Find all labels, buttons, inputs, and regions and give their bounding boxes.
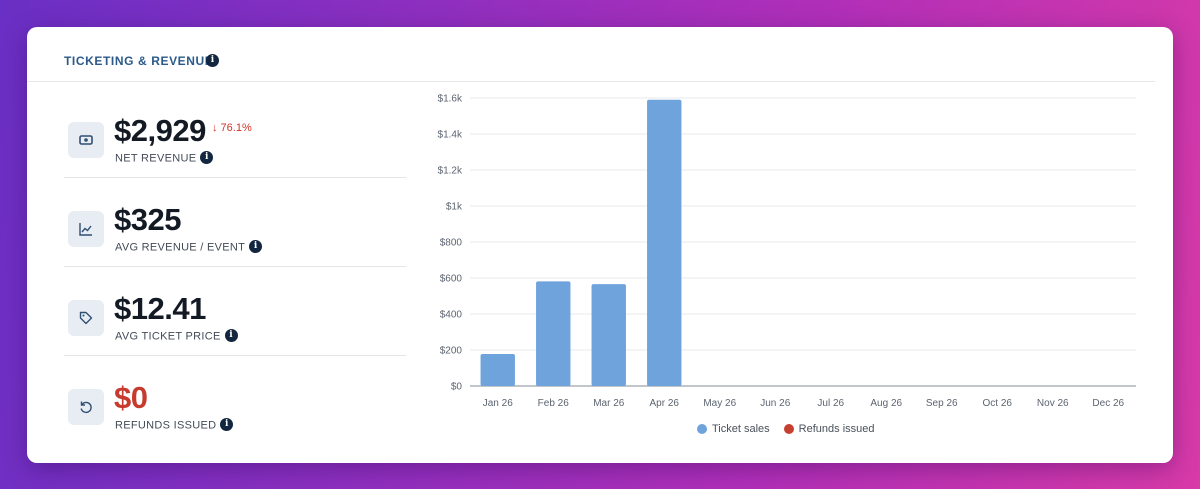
legend-item-ticket-sales[interactable]: Ticket sales [697, 423, 770, 435]
refund-icon [68, 389, 104, 425]
x-tick-label: Apr 26 [650, 398, 680, 409]
stat-label-text: NET REVENUE [115, 152, 197, 165]
stat-label-text: AVG REVENUE / EVENT [115, 241, 246, 254]
x-tick-label: Nov 26 [1037, 398, 1069, 409]
x-tick-label: Feb 26 [538, 398, 570, 409]
y-tick-label: $1k [446, 202, 463, 213]
stat-delta: ↓ 76.1% [212, 122, 252, 134]
x-tick-label: Jul 26 [817, 398, 844, 409]
x-tick-label: Jun 26 [760, 398, 790, 409]
y-tick-label: $600 [440, 274, 463, 285]
stat-value: $12.41 [114, 291, 206, 326]
x-tick-label: Aug 26 [870, 398, 902, 409]
info-icon[interactable]: i [200, 151, 214, 164]
x-tick-label: Dec 26 [1092, 398, 1124, 409]
stat-value: $2,929 [114, 113, 206, 148]
info-icon[interactable]: i [249, 240, 263, 253]
y-tick-label: $1.4k [438, 130, 463, 141]
bar-ticket-sales [536, 281, 571, 386]
bar-ticket-sales [647, 99, 682, 387]
stat-label-text: AVG TICKET PRICE [115, 330, 221, 343]
stat-label: AVG TICKET PRICE i [115, 329, 238, 343]
card-title: TICKETING & REVENUE [64, 54, 214, 68]
tag-icon [68, 300, 104, 336]
x-tick-label: Jan 26 [483, 398, 513, 409]
card-header: TICKETING & REVENUE i [27, 27, 1155, 82]
y-tick-label: $800 [440, 238, 463, 249]
info-icon[interactable]: i [224, 329, 238, 342]
stat-net-revenue: $2,929 ↓ 76.1% NET REVENUE i [64, 89, 406, 178]
stat-avg-ticket-price: $12.41 AVG TICKET PRICE i [64, 267, 406, 356]
stat-label: AVG REVENUE / EVENT i [115, 240, 263, 254]
stat-label-text: REFUNDS ISSUED [115, 419, 217, 432]
ticketing-revenue-card: TICKETING & REVENUE i $2,929 ↓ 76.1% NET… [27, 27, 1173, 463]
stat-label: REFUNDS ISSUED i [115, 418, 234, 432]
bar-ticket-sales [591, 284, 626, 386]
y-tick-label: $1.6k [438, 94, 463, 105]
stat-avg-revenue-event: $325 AVG REVENUE / EVENT i [64, 178, 406, 267]
stat-value: $325 [114, 202, 181, 237]
line-chart-icon [68, 211, 104, 247]
y-tick-label: $0 [451, 382, 463, 393]
info-icon[interactable]: i [206, 54, 219, 67]
legend-label: Ticket sales [712, 423, 770, 435]
legend-dot [783, 424, 794, 434]
legend-item-refunds-issued[interactable]: Refunds issued [783, 423, 875, 435]
legend-label: Refunds issued [798, 423, 875, 435]
chart-legend: Ticket sales Refunds issued [697, 423, 875, 435]
y-tick-label: $200 [440, 346, 463, 357]
stat-refunds-issued: $0 REFUNDS ISSUED i [64, 356, 406, 445]
stat-value: $0 [114, 380, 148, 415]
y-tick-label: $400 [440, 310, 463, 321]
x-tick-label: Oct 26 [983, 398, 1013, 409]
x-tick-label: Mar 26 [593, 398, 625, 409]
cash-icon [68, 122, 104, 158]
revenue-bar-chart: $0 $200 $400 $600 $800 $1k $1.2k $1.4k $1.6k Jan … [438, 94, 1136, 409]
y-tick-label: $1.2k [438, 166, 463, 177]
info-icon[interactable]: i [220, 418, 234, 431]
bar-ticket-sales [480, 353, 515, 386]
legend-dot [697, 424, 707, 434]
stat-label: NET REVENUE i [115, 151, 214, 165]
x-tick-label: May 26 [703, 398, 736, 409]
x-tick-label: Sep 26 [926, 398, 958, 409]
